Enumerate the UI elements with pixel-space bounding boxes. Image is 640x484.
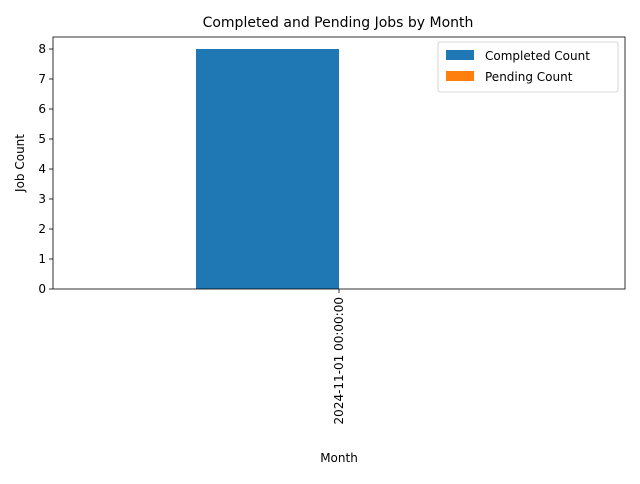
y-tick-label: 1: [38, 252, 46, 266]
legend-swatch-completed: [446, 50, 474, 60]
y-tick-label: 0: [38, 282, 46, 296]
y-tick-label: 2: [38, 222, 46, 236]
y-tick-label: 6: [38, 102, 46, 116]
y-axis-label: Job Count: [13, 134, 27, 193]
chart-title: Completed and Pending Jobs by Month: [203, 15, 474, 31]
legend: Completed Count Pending Count: [437, 41, 619, 93]
legend-frame: [437, 41, 619, 93]
x-axis-label: Month: [320, 451, 358, 465]
y-tick-label: 4: [38, 162, 46, 176]
legend-label-pending: Pending Count: [485, 70, 573, 84]
y-tick-label: 3: [38, 192, 46, 206]
y-tick-label: 5: [38, 132, 46, 146]
plot-frame: [52, 36, 626, 290]
x-tick-label: 2024-11-01 00:00:00: [332, 297, 346, 424]
x-axis-ticks: 2024-11-01 00:00:00: [332, 289, 346, 424]
legend-label-completed: Completed Count: [485, 49, 590, 63]
bars-layer: [196, 49, 339, 289]
bar-completed-count-0: [196, 49, 339, 289]
y-axis-ticks: 0 1 2 3 4 5 6 7 8: [38, 42, 53, 296]
y-tick-label: 7: [38, 72, 46, 86]
legend-swatch-pending: [446, 71, 474, 81]
y-tick-label: 8: [38, 42, 46, 56]
